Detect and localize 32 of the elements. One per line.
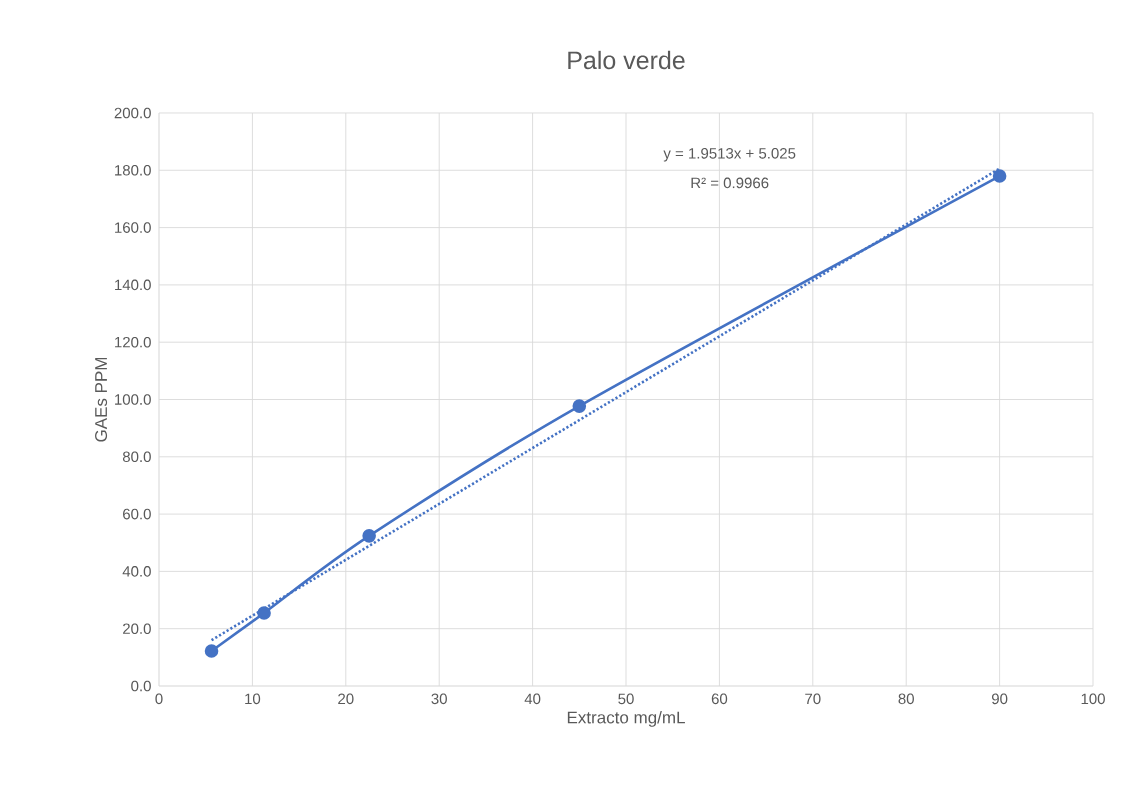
x-axis-title: Extracto mg/mL — [567, 711, 685, 727]
x-tick-label: 70 — [805, 693, 821, 705]
y-tick-label: 80.0 — [122, 451, 151, 463]
chart-title: Palo verde — [568, 50, 685, 70]
x-tick-label: 20 — [338, 693, 354, 705]
x-tick-label: 80 — [898, 693, 914, 705]
annotation: R² = 0.9966 — [691, 177, 769, 189]
point — [362, 529, 376, 543]
x-tick-label: 40 — [524, 693, 541, 705]
y-tick-label: 20.0 — [123, 623, 151, 634]
point — [572, 399, 587, 413]
y-tick-label: 100.0 — [115, 394, 151, 405]
y-tick-label: 40.0 — [122, 566, 151, 577]
y-tick-label: 0.0 — [131, 680, 151, 692]
point — [257, 606, 271, 620]
y-tick-label: 200.0 — [114, 107, 151, 119]
x-tick-label: 10 — [245, 693, 261, 705]
y-tick-label: 180.0 — [115, 164, 151, 176]
x-tick-label: 90 — [991, 693, 1008, 705]
point — [204, 644, 219, 658]
y-tick-label: 60.0 — [123, 508, 151, 520]
y-tick-label: 120.0 — [115, 336, 151, 348]
y-tick-label: 160.0 — [115, 222, 151, 233]
y-tick-label: 140.0 — [115, 279, 151, 291]
x-tick-label: 0 — [155, 693, 163, 705]
annotation: y = 1.9513x + 5.025 — [663, 148, 796, 162]
y-axis-title: GAEs PPM — [95, 357, 108, 442]
x-tick-label: 100 — [1081, 693, 1105, 705]
point — [992, 169, 1007, 183]
x-tick-label: 30 — [431, 693, 447, 705]
x-tick-label: 60 — [711, 693, 728, 705]
x-tick-label: 50 — [618, 693, 634, 705]
